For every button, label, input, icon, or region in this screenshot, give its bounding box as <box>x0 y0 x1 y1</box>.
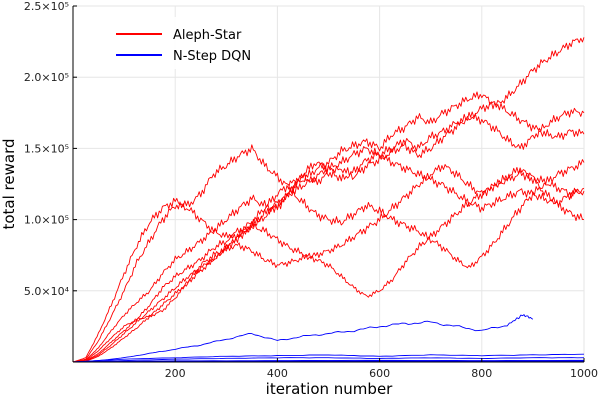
y-tick-label-4: 2.5×10⁵ <box>24 0 69 13</box>
y-tick-label-1: 1.0×10⁵ <box>24 214 69 227</box>
n-step-dqn-run-8 <box>72 353 585 363</box>
axes <box>72 6 584 363</box>
aleph-star-run-0 <box>72 37 585 363</box>
legend-box <box>100 17 272 69</box>
legend-label-1: N-Step DQN <box>173 49 251 64</box>
y-tick-label-0: 5.0×10⁴ <box>24 285 70 298</box>
x-tick-label-3: 800 <box>471 367 492 380</box>
y-axis-label: total reward <box>0 138 18 229</box>
legend-label-0: Aleph-Star <box>173 28 242 43</box>
x-axis-label: iteration number <box>266 380 394 398</box>
aleph-star-run-6 <box>72 146 585 363</box>
n-step-dqn-run-10 <box>72 359 584 363</box>
n-step-dqn-run-9 <box>72 357 585 363</box>
aleph-star-run-5 <box>72 159 585 363</box>
x-tick-label-1: 400 <box>267 367 288 380</box>
n-step-dqn-run-7 <box>72 314 534 363</box>
x-tick-label-4: 1000 <box>570 367 598 380</box>
grid-lines <box>73 5 585 362</box>
x-tick-label-2: 600 <box>369 367 390 380</box>
tick-labels: 200 400 600 800 1000 5.0×10⁴ 1.0×10⁵ 1.5×10⁵ 2.0… <box>24 0 598 380</box>
aleph-star-run-1 <box>72 101 585 363</box>
aleph-star-run-4 <box>72 170 585 363</box>
y-tick-label-3: 2.0×10⁵ <box>24 71 69 84</box>
legend: Aleph-Star N-Step DQN <box>100 17 272 69</box>
x-tick-label-0: 200 <box>165 367 186 380</box>
y-tick-label-2: 1.5×10⁵ <box>24 142 69 155</box>
